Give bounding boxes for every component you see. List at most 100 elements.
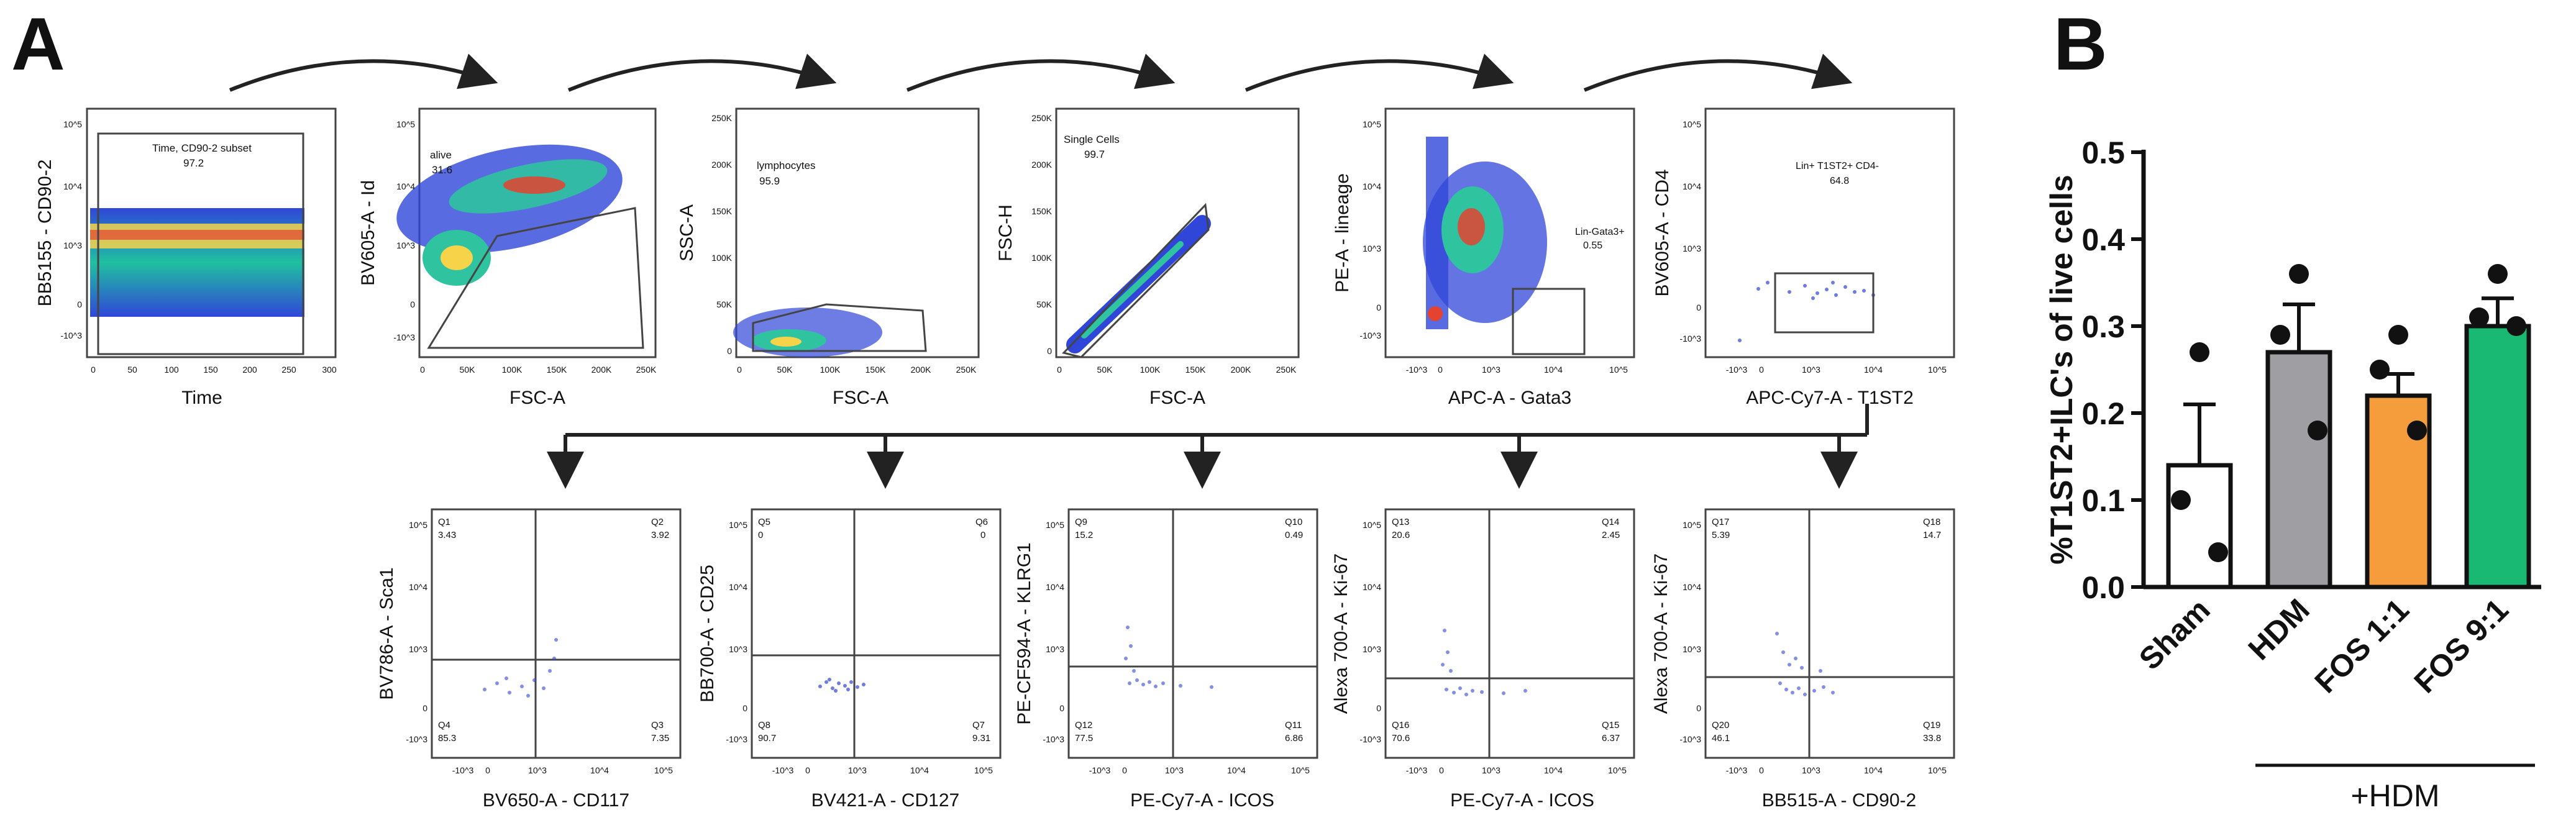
quadrant-value: 85.3 <box>438 733 456 744</box>
bar-chart: 0.0 0.1 0.2 0.3 0.4 0.5%T1ST2+ILC's of live c… <box>2044 135 2541 813</box>
y-tick: 10^5 <box>63 119 82 129</box>
y-tick: -10^3 <box>1679 334 1701 344</box>
x-tick: 200K <box>1231 365 1251 375</box>
gate-value: 99.7 <box>1084 148 1105 160</box>
y-tick: 10^4 <box>63 181 82 191</box>
x-axis-label: FSC-A <box>509 388 565 408</box>
x-tick: 10^3 <box>1802 765 1820 775</box>
x-tick: 10^4 <box>1864 765 1883 775</box>
quadrant-value: 0 <box>758 530 763 540</box>
y-tick: 0 <box>1376 703 1381 713</box>
y-tick: 10^5 <box>396 119 415 129</box>
gate-value: 95.9 <box>759 175 780 187</box>
quad-plot-cd25-cd127: Q5 0 Q6 0 Q8 90.7 Q7 9.31 BV421-A - CD12… <box>697 508 1002 811</box>
y-tick: 10^4 <box>1683 582 1701 592</box>
x-tick: 10^4 <box>1864 365 1883 375</box>
y-axis-label: BV605-A - CD4 <box>1652 169 1673 296</box>
x-ticks: 0 50K 100K 150K 200K 250K <box>420 365 657 375</box>
data-point <box>2488 264 2508 284</box>
density-peak <box>503 176 565 194</box>
plot-frame <box>1704 508 1955 759</box>
y-tick: 10^5 <box>729 520 747 530</box>
data-point <box>2270 325 2290 345</box>
y-tick: 0 <box>410 299 415 309</box>
x-tick: -10^3 <box>1726 765 1748 775</box>
x-tick: 0 <box>737 365 742 375</box>
x-tick: 0 <box>1057 365 1062 375</box>
quadrant-value: 15.2 <box>1075 530 1093 540</box>
y-ticks: 250K 200K 150K 100K 50K 0 <box>1031 113 1052 356</box>
y-tick: 10^5 <box>1683 520 1701 530</box>
quadrant-name: Q10 <box>1285 517 1302 527</box>
quadrant-value: 3.43 <box>438 530 456 540</box>
x-tick: -10^3 <box>1726 365 1748 375</box>
panel-letter-b: B <box>2053 2 2108 86</box>
x-tick: 100 <box>164 365 179 375</box>
quadrant-value: 77.5 <box>1075 733 1093 744</box>
y-tick: 10^5 <box>1363 520 1381 530</box>
gating-plot-lymphocytes: lymphocytes 95.9 FSC-A SSC-A 0 50K 100K … <box>677 107 980 408</box>
x-tick: -10^3 <box>1089 765 1111 775</box>
gate-polygon <box>752 303 927 352</box>
x-tick: 10^5 <box>1608 765 1627 775</box>
data-point <box>2190 342 2209 362</box>
y-axis-label: BV786-A - Sca1 <box>377 567 397 699</box>
quad-plot-ki67-cd90: Q17 5.39 Q18 14.7 Q20 46.1 Q19 33.8 BB51… <box>1651 508 1955 811</box>
x-tick: 10^3 <box>1482 365 1500 375</box>
x-tick: 0 <box>1759 365 1764 375</box>
y-tick: -10^3 <box>1043 734 1064 744</box>
x-tick: 250 <box>281 365 296 375</box>
density-peak <box>1428 306 1443 321</box>
y-tick: 10^3 <box>1683 644 1701 654</box>
y-axis-label: BB5155 - CD90-2 <box>35 160 55 307</box>
x-ticks: -10^3 0 10^3 10^4 10^5 <box>1406 765 1627 775</box>
x-ticks: -10^3 0 10^3 10^4 10^5 <box>1726 365 1947 375</box>
x-tick: 50K <box>777 365 793 375</box>
x-ticks: -10^3 0 10^3 10^4 10^5 <box>452 765 673 775</box>
x-tick: 250K <box>636 365 657 375</box>
y-tick-label: 0.4 <box>2081 222 2125 257</box>
y-tick: 10^3 <box>1363 644 1381 654</box>
quadrant-value: 33.8 <box>1923 733 1941 744</box>
quadrant-value: 20.6 <box>1392 530 1410 540</box>
gate-polygon <box>97 132 304 355</box>
plot-frame <box>1384 508 1635 759</box>
y-tick-label: 0.5 <box>2081 135 2125 170</box>
x-tick: 100K <box>502 365 523 375</box>
y-tick: 10^5 <box>1363 119 1381 129</box>
x-tick: 50 <box>127 365 137 375</box>
gating-plot-lineage-gata3: Lin-Gata3+ 0.55 APC-A - Gata3 PE-A - lin… <box>1332 107 1635 408</box>
x-tick: 10^5 <box>1291 765 1310 775</box>
data-point <box>2308 421 2327 440</box>
x-ticks: 0 50K 100K 150K 200K 250K <box>1057 365 1297 375</box>
density-peak <box>1458 208 1485 245</box>
sparse-events <box>1775 632 1835 696</box>
quadrant-value: 6.37 <box>1602 733 1620 744</box>
y-tick: 10^3 <box>396 240 415 250</box>
plot-frame <box>431 508 682 759</box>
y-tick: -10^3 <box>726 734 747 744</box>
y-ticks: 10^5 10^4 10^3 0 -10^3 <box>1359 520 1381 744</box>
quadrant-name: Q17 <box>1712 517 1729 527</box>
quadrant-value: 7.35 <box>651 733 669 744</box>
y-axis-label: FSC-H <box>995 204 1016 262</box>
data-point <box>2171 490 2191 510</box>
y-tick: 0 <box>1047 346 1052 356</box>
y-tick: 0 <box>1059 703 1064 713</box>
y-tick: 0 <box>1696 303 1701 312</box>
y-tick: 50K <box>1036 299 1053 309</box>
x-tick: 200K <box>591 365 612 375</box>
x-ticks: 0 50 100 150 200 250 300 <box>91 365 337 375</box>
x-tick: 100K <box>820 365 841 375</box>
quadrant-value: 14.7 <box>1923 530 1941 540</box>
x-tick: 150 <box>203 365 218 375</box>
bar-hdm <box>2265 350 2332 589</box>
x-tick: 0 <box>805 765 810 775</box>
quadrant-value: 5.39 <box>1712 530 1730 540</box>
density-peak <box>770 337 802 347</box>
x-axis-label: APC-Cy7-A - T1ST2 <box>1746 388 1914 408</box>
y-tick: 10^3 <box>1683 244 1701 253</box>
density-peak <box>441 245 473 270</box>
y-tick: 10^4 <box>1363 582 1381 592</box>
